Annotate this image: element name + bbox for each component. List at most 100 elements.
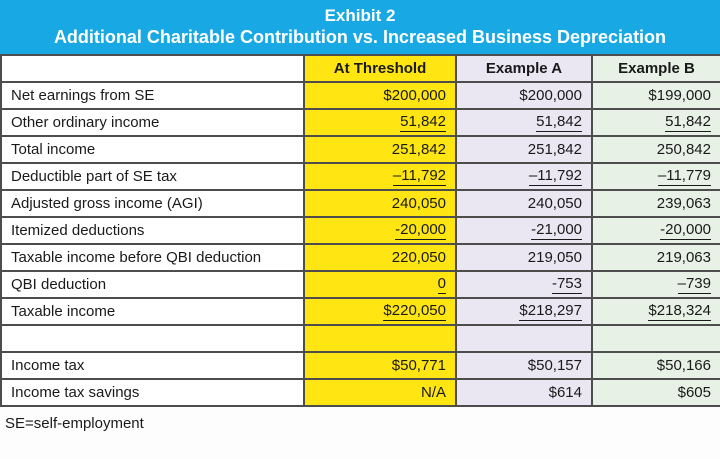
value-cell: –11,779 <box>591 162 720 191</box>
value-cell: $200,000 <box>303 81 457 110</box>
cell-value-text: 240,050 <box>527 195 582 212</box>
value-cell: 51,842 <box>591 108 720 137</box>
cell-value-text: 240,050 <box>391 195 446 212</box>
table-row: Deductible part of SE tax –11,792 –11,792 –… <box>0 162 720 191</box>
value-cell: $199,000 <box>591 81 720 110</box>
value-cell: $200,000 <box>455 81 593 110</box>
value-cell: $605 <box>591 378 720 407</box>
value-cell: 240,050 <box>455 189 593 218</box>
cell-value-text: -20,000 <box>660 221 711 240</box>
value-cell: -753 <box>455 270 593 299</box>
value-cell: $614 <box>455 378 593 407</box>
cell-value-text: –11,792 <box>528 167 582 186</box>
row-label: Adjusted gross income (AGI) <box>0 189 305 218</box>
cell-value-text: $200,000 <box>383 87 446 104</box>
cell-value-text: 250,842 <box>656 141 711 158</box>
cell-value-text: $200,000 <box>519 87 582 104</box>
banner: Exhibit 2 Additional Charitable Contribu… <box>0 0 720 54</box>
header-cell-empty <box>0 54 305 83</box>
table-row: Income tax savings N/A $614 $605 <box>0 378 720 407</box>
row-label: Itemized deductions <box>0 216 305 245</box>
cell-value-text: $218,297 <box>519 302 582 321</box>
row-label: Net earnings from SE <box>0 81 305 110</box>
table-row: Income tax $50,771 $50,157 $50,166 <box>0 351 720 380</box>
value-cell: 51,842 <box>303 108 457 137</box>
value-cell: 0 <box>303 270 457 299</box>
cell-value-text: $50,771 <box>391 357 446 374</box>
value-cell <box>455 324 593 353</box>
value-cell: 240,050 <box>303 189 457 218</box>
value-cell: $218,324 <box>591 297 720 326</box>
row-label: Taxable income <box>0 297 305 326</box>
cell-value-text: 51,842 <box>400 113 446 132</box>
value-cell: $50,166 <box>591 351 720 380</box>
value-cell: -20,000 <box>303 216 457 245</box>
value-cell <box>303 324 457 353</box>
value-cell <box>591 324 720 353</box>
row-label <box>0 324 305 353</box>
value-cell: 219,050 <box>455 243 593 272</box>
value-cell: 251,842 <box>455 135 593 164</box>
value-cell: –11,792 <box>455 162 593 191</box>
cell-value-text: –739 <box>677 275 711 294</box>
cell-value-text: 251,842 <box>391 141 446 158</box>
value-cell: –11,792 <box>303 162 457 191</box>
table-row: Itemized deductions -20,000 -21,000 -20,000 <box>0 216 720 245</box>
value-cell: 250,842 <box>591 135 720 164</box>
value-cell: $50,157 <box>455 351 593 380</box>
row-label: Total income <box>0 135 305 164</box>
row-label: Deductible part of SE tax <box>0 162 305 191</box>
cell-value-text: 251,842 <box>527 141 582 158</box>
value-cell: 239,063 <box>591 189 720 218</box>
table-row: QBI deduction 0 -753 –739 <box>0 270 720 299</box>
value-cell: 251,842 <box>303 135 457 164</box>
cell-value-text: $50,157 <box>527 357 582 374</box>
footnote: SE=self-employment <box>0 407 720 440</box>
header-cell-at-threshold: At Threshold <box>303 54 457 83</box>
exhibit-title: Exhibit 2 <box>324 6 396 25</box>
table-row: Adjusted gross income (AGI) 240,050 240,05… <box>0 189 720 218</box>
row-label: Taxable income before QBI deduction <box>0 243 305 272</box>
cell-value-text: $605 <box>677 384 711 401</box>
value-cell: –739 <box>591 270 720 299</box>
value-cell: $50,771 <box>303 351 457 380</box>
cell-value-text: 239,063 <box>656 195 711 212</box>
cell-value-text: $218,324 <box>648 302 711 321</box>
row-label: Income tax savings <box>0 378 305 407</box>
cell-value-text: 219,063 <box>656 249 711 266</box>
value-cell: -20,000 <box>591 216 720 245</box>
value-cell: N/A <box>303 378 457 407</box>
cell-value-text: –11,779 <box>657 167 711 186</box>
value-cell: $218,297 <box>455 297 593 326</box>
cell-value-text: 219,050 <box>527 249 582 266</box>
table-row: Total income 251,842 251,842 250,842 <box>0 135 720 164</box>
table-row: Other ordinary income 51,842 51,842 51,842 <box>0 108 720 137</box>
value-cell: 220,050 <box>303 243 457 272</box>
cell-value-text: $50,166 <box>656 357 711 374</box>
value-cell: $220,050 <box>303 297 457 326</box>
cell-value-text: $199,000 <box>648 87 711 104</box>
cell-value-text: $220,050 <box>383 302 446 321</box>
cell-value-text: 0 <box>437 275 446 294</box>
value-cell: -21,000 <box>455 216 593 245</box>
cell-value-text: N/A <box>420 384 446 401</box>
cell-value-text: $614 <box>548 384 582 401</box>
header-cell-example-a: Example A <box>455 54 593 83</box>
cell-value-text: -20,000 <box>395 221 446 240</box>
cell-value-text: 51,842 <box>665 113 711 132</box>
cell-value-text: 51,842 <box>536 113 582 132</box>
header-cell-example-b: Example B <box>591 54 720 83</box>
row-label: QBI deduction <box>0 270 305 299</box>
table-row: Net earnings from SE $200,000 $200,000 $199… <box>0 81 720 110</box>
cell-value-text: 220,050 <box>391 249 446 266</box>
spacer-row <box>0 324 720 353</box>
cell-value-text: -753 <box>551 275 582 294</box>
header-row: At Threshold Example A Example B <box>0 54 720 83</box>
cell-value-text: –11,792 <box>392 167 446 186</box>
table-row: Taxable income before QBI deduction 220,0… <box>0 243 720 272</box>
value-cell: 219,063 <box>591 243 720 272</box>
table-row: Taxable income $220,050 $218,297 $218,324 <box>0 297 720 326</box>
exhibit-table: At Threshold Example A Example B Net ear… <box>0 54 720 407</box>
row-label: Other ordinary income <box>0 108 305 137</box>
